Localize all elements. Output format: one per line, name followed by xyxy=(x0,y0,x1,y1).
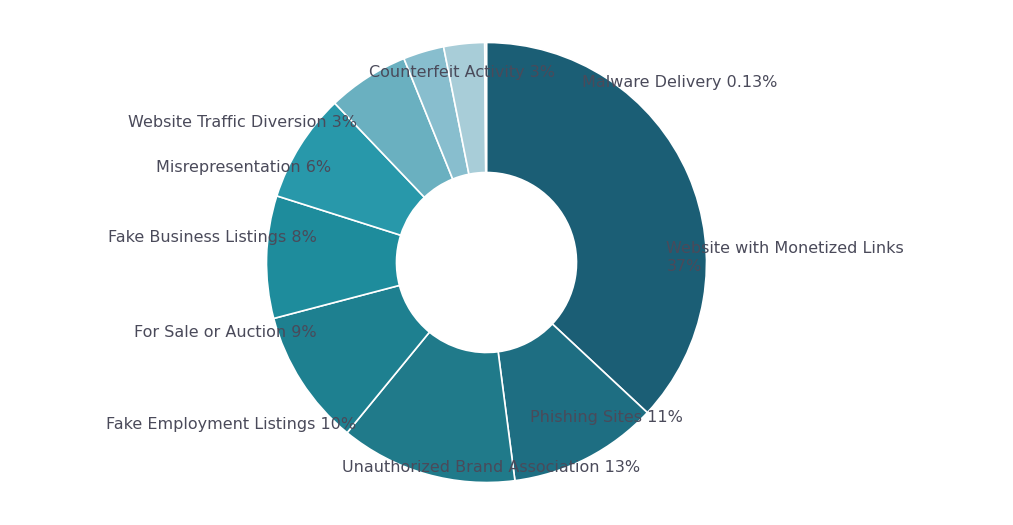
Text: Counterfeit Activity 3%: Counterfeit Activity 3% xyxy=(369,65,554,80)
Text: Phishing Sites 11%: Phishing Sites 11% xyxy=(530,410,683,425)
Text: Fake Business Listings 8%: Fake Business Listings 8% xyxy=(107,230,316,245)
Wedge shape xyxy=(498,324,647,481)
Wedge shape xyxy=(277,103,424,235)
Wedge shape xyxy=(444,43,486,174)
Text: Unauthorized Brand Association 13%: Unauthorized Brand Association 13% xyxy=(342,460,640,475)
Wedge shape xyxy=(266,196,401,319)
Wedge shape xyxy=(484,43,486,173)
Text: Malware Delivery 0.13%: Malware Delivery 0.13% xyxy=(581,75,777,90)
Wedge shape xyxy=(404,47,469,179)
Wedge shape xyxy=(334,59,453,197)
Wedge shape xyxy=(347,332,515,482)
Wedge shape xyxy=(486,43,706,413)
Text: Misrepresentation 6%: Misrepresentation 6% xyxy=(156,160,331,175)
Text: For Sale or Auction 9%: For Sale or Auction 9% xyxy=(134,325,316,340)
Wedge shape xyxy=(274,286,430,433)
Text: Website Traffic Diversion 3%: Website Traffic Diversion 3% xyxy=(128,115,357,130)
Text: Website with Monetized Links
37%: Website with Monetized Links 37% xyxy=(667,242,905,274)
Text: Fake Employment Listings 10%: Fake Employment Listings 10% xyxy=(106,417,357,433)
